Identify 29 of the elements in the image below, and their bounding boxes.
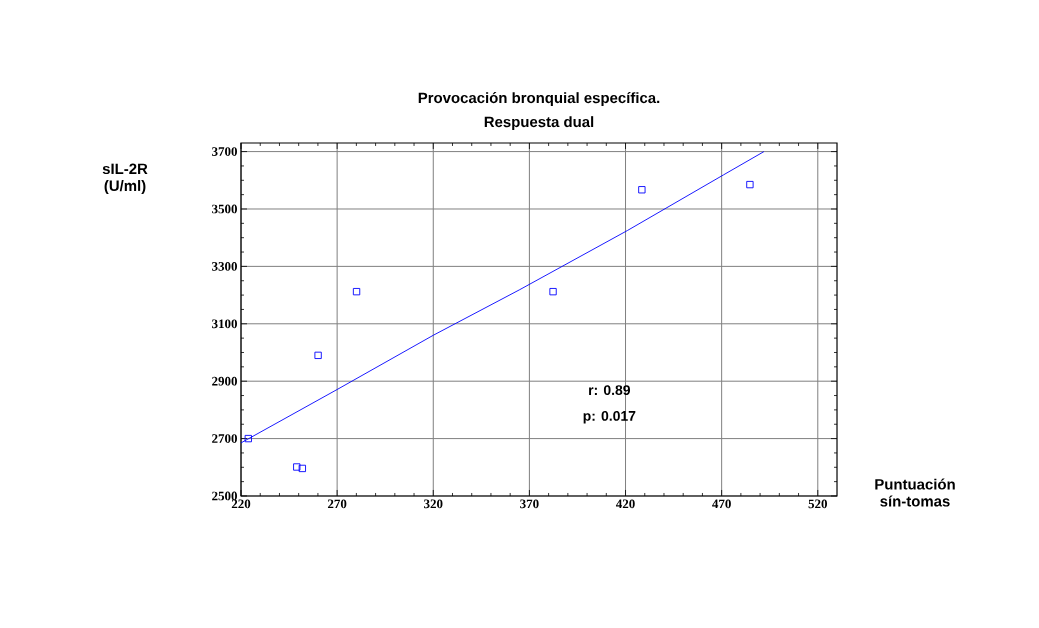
point: [549, 288, 557, 296]
point: [352, 288, 361, 296]
chart-subtitle: Respuesta dual: [484, 116, 594, 131]
y-tick-label: 2900: [212, 376, 237, 386]
x-tick-label: 420: [615, 499, 635, 509]
y-tick-label: 3700: [212, 147, 237, 156]
point: [293, 463, 301, 471]
x-tick-label: 220: [231, 499, 251, 509]
point: [244, 434, 252, 443]
y-tick-label: 2500: [212, 491, 237, 501]
y-tick-label: 3500: [212, 204, 237, 214]
point: [314, 351, 322, 360]
line-series: [240, 151, 765, 444]
x-tick-label: 470: [712, 499, 731, 509]
point: [746, 180, 754, 189]
x-axis-title: Puntuación sín-tomas: [875, 478, 955, 507]
y-tick-label: 3300: [212, 262, 237, 271]
annotation: p: 0.017: [583, 410, 636, 424]
x-tick-label: 270: [327, 499, 347, 509]
x-tick-label: 520: [808, 499, 828, 509]
y-tick-label: 2700: [212, 434, 237, 443]
annotation: r: 0.89: [589, 385, 631, 396]
point: [638, 186, 646, 194]
point: [298, 464, 306, 473]
chart-title: Provocación bronquial específica.: [418, 92, 660, 107]
x-tick-label: 370: [520, 499, 539, 509]
y-axis-title: sIL-2R (U/ml): [102, 163, 148, 194]
y-tick-label: 3100: [212, 319, 237, 329]
x-tick-label: 320: [424, 499, 443, 509]
